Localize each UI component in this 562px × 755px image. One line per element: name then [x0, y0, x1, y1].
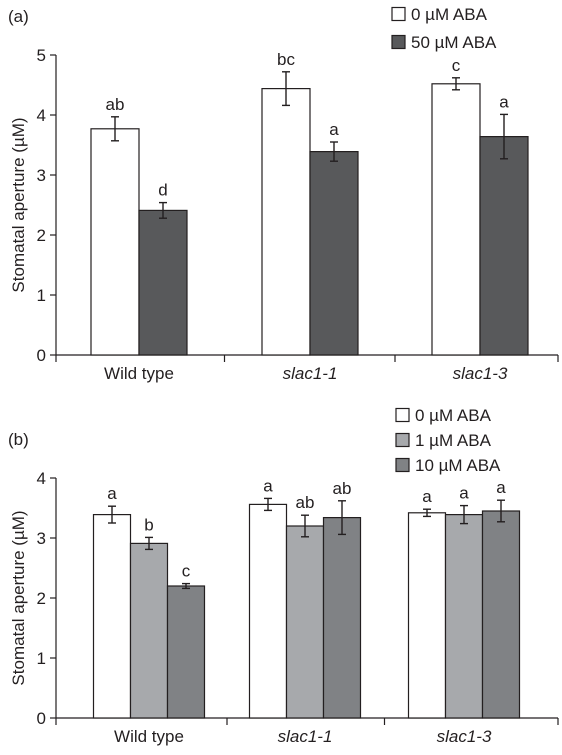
legend-label: 10 µM ABA — [415, 456, 501, 475]
significance-letter: b — [144, 515, 153, 534]
y-axis-label: Stomatal aperture (µM) — [9, 117, 28, 292]
bar — [129, 542, 169, 719]
bar — [407, 512, 447, 719]
significance-letter: bc — [277, 50, 295, 69]
bar — [481, 510, 521, 719]
panel-label: (b) — [8, 430, 29, 449]
y-tick-label: 0 — [37, 346, 46, 365]
bar — [90, 128, 140, 356]
legend-swatch — [391, 6, 406, 22]
bar — [322, 516, 362, 719]
bar — [479, 136, 529, 356]
x-category-label: slac1-3 — [453, 364, 508, 383]
y-tick-label: 4 — [37, 106, 46, 125]
legend-swatch — [391, 34, 406, 50]
x-category-label: slac1-1 — [283, 364, 338, 383]
bar — [166, 585, 206, 719]
bar — [261, 87, 311, 356]
y-tick-label: 0 — [37, 709, 46, 728]
significance-letter: a — [107, 484, 117, 503]
y-tick-label: 1 — [37, 286, 46, 305]
significance-letter: d — [158, 181, 167, 200]
x-category-label: slac1-1 — [278, 727, 333, 746]
y-tick-label: 4 — [37, 469, 46, 488]
significance-letter: ab — [106, 95, 125, 114]
significance-letter: c — [182, 562, 191, 581]
significance-letter: a — [459, 484, 469, 503]
significance-letter: a — [422, 487, 432, 506]
x-category-label: slac1-3 — [437, 727, 492, 746]
legend-swatch — [395, 407, 410, 423]
y-tick-label: 1 — [37, 649, 46, 668]
bar — [309, 151, 359, 356]
significance-letter: ab — [333, 479, 352, 498]
x-category-label: Wild type — [104, 364, 174, 383]
y-tick-label: 3 — [37, 529, 46, 548]
y-tick-label: 2 — [37, 226, 46, 245]
significance-letter: a — [329, 120, 339, 139]
significance-letter: a — [263, 476, 273, 495]
legend-label: 50 µM ABA — [411, 33, 497, 52]
y-axis-label: Stomatal aperture (µM) — [9, 510, 28, 685]
y-tick-label: 2 — [37, 589, 46, 608]
x-category-label: Wild type — [114, 727, 184, 746]
bar — [248, 503, 288, 719]
legend-label: 0 µM ABA — [411, 5, 488, 24]
legend-label: 0 µM ABA — [415, 406, 492, 425]
legend-label: 1 µM ABA — [415, 431, 492, 450]
legend-swatch — [395, 457, 410, 473]
bar — [285, 525, 325, 719]
bar — [138, 209, 188, 356]
bar — [92, 513, 132, 719]
significance-letter: a — [496, 478, 506, 497]
bar — [431, 83, 481, 356]
legend-swatch — [395, 432, 410, 448]
significance-letter: ab — [296, 493, 315, 512]
y-tick-label: 3 — [37, 166, 46, 185]
significance-letter: a — [499, 92, 509, 111]
panel-label: (a) — [8, 7, 29, 26]
y-tick-label: 5 — [37, 46, 46, 65]
bar — [444, 513, 484, 719]
significance-letter: c — [452, 56, 461, 75]
